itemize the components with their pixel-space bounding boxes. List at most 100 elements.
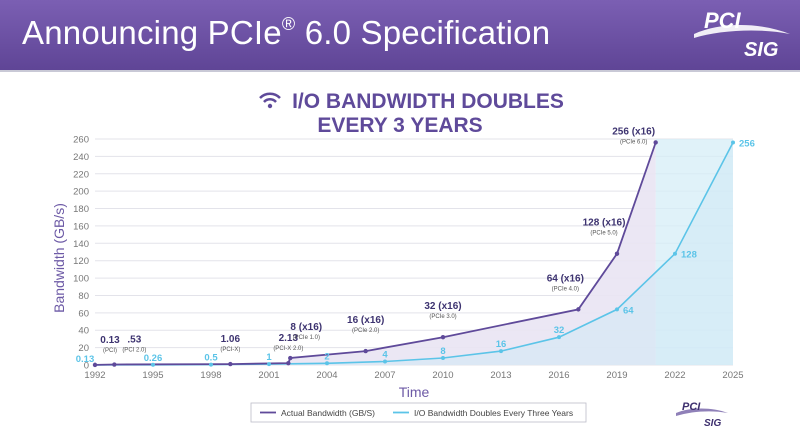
chart-title-line2: EVERY 3 YEARS: [317, 114, 482, 137]
x-tick-label: 2007: [374, 370, 395, 381]
y-axis-ticks: 0 20 40 60 80 100 120 140 160 180 200 220 240 260: [73, 135, 89, 372]
doubling-value-label: 0.26: [144, 353, 163, 364]
x-tick-label: 2010: [432, 370, 453, 381]
actual-value-label: 128 (x16): [583, 218, 626, 229]
actual-gen-label: (PCI 2.0): [122, 348, 146, 354]
x-tick-label: 2025: [722, 370, 743, 381]
doubling-point: [267, 362, 271, 367]
doubling-point: [673, 251, 677, 256]
actual-gen-label: (PCIe 4.0): [552, 286, 579, 292]
actual-gen-label: (PCIe 1.0): [293, 335, 320, 341]
series-points: [92, 140, 735, 368]
actual-gen-label: (PCI): [103, 348, 117, 354]
actual-point: [112, 362, 117, 367]
series-areas: [95, 142, 733, 365]
doubling-area: [95, 142, 733, 365]
x-tick-label: 2001: [258, 370, 279, 381]
actual-gen-label: (PCIe 2.0): [352, 328, 379, 334]
actual-point: [653, 140, 658, 145]
x-axis-ticks: 1992 1995 1998 2001 2004 2007 2010 2013 2016 2019…: [84, 370, 743, 381]
doubling-point: [731, 140, 735, 145]
wifi-icon: [259, 92, 281, 109]
doubling-value-label: 8: [440, 346, 445, 357]
actual-point: [440, 334, 446, 340]
pci-sig-logo-small: PCI SIG: [676, 401, 728, 429]
y-tick-label: 160: [73, 221, 89, 232]
y-tick-label: 240: [73, 152, 89, 163]
actual-line: [94, 142, 657, 366]
legend: Actual Bandwidth (GB/S) I/O Bandwidth Dou…: [250, 402, 587, 423]
legend-label-actual: Actual Bandwidth (GB/S): [281, 408, 375, 418]
doubling-point: [325, 361, 329, 366]
y-tick-label: 40: [78, 326, 89, 337]
series-lines: [94, 142, 734, 366]
doubling-value-label: 64: [623, 305, 634, 316]
doubling-point: [383, 359, 387, 364]
actual-value-label: 2.13: [279, 333, 299, 344]
y-tick-label: 60: [78, 308, 89, 319]
title-banner: Announcing PCIe® 6.0 Specification PCI S…: [0, 0, 800, 72]
actual-gen-label: (PCIe 5.0): [590, 231, 617, 237]
doubling-value-label: 1: [266, 352, 272, 363]
chart-title-line1: I/O BANDWIDTH DOUBLES: [292, 90, 564, 113]
doubling-point: [209, 362, 213, 367]
y-tick-label: 0: [84, 361, 89, 372]
actual-value-label: 16 (x16): [347, 315, 384, 326]
y-axis-label: Bandwidth (GB/s): [51, 203, 67, 313]
registered-mark: ®: [281, 14, 296, 34]
x-tick-label: 1995: [142, 370, 163, 381]
y-tick-label: 20: [78, 343, 89, 354]
actual-value-label: 8 (x16): [290, 322, 322, 333]
doubling-point: [441, 356, 445, 361]
actual-value-label: 1.06: [221, 334, 241, 345]
actual-gen-label: (PCIe 3.0): [429, 314, 456, 320]
actual-point: [228, 361, 233, 367]
doubling-value-label: 128: [681, 250, 697, 261]
actual-point: [614, 251, 620, 256]
data-labels: 0.13 0.26 0.5 1 2 4 8 16 32 64 128 256 0.13 (PCI) .53 (…: [76, 126, 755, 364]
y-tick-label: 120: [73, 256, 89, 267]
x-tick-label: 2004: [316, 370, 337, 381]
legend-label-doubling: I/O Bandwidth Doubles Every Three Years: [414, 408, 573, 418]
doubling-value-label: 4: [382, 350, 388, 361]
actual-point: [92, 362, 98, 368]
doubling-value-label: 2: [324, 351, 329, 362]
doubling-value-label: 0.5: [204, 353, 218, 364]
actual-gen-label: (PCI-X 2.0): [273, 346, 303, 352]
x-tick-label: 1998: [200, 370, 221, 381]
doubling-point: [615, 307, 619, 312]
doubling-value-label: 256: [739, 138, 755, 149]
y-tick-label: 80: [78, 291, 89, 302]
chart-title: I/O BANDWIDTH DOUBLES EVERY 3 YEARS: [259, 90, 564, 137]
small-logo-pci-text: PCI: [682, 401, 701, 413]
doubling-value-label: 16: [496, 339, 507, 350]
y-tick-label: 100: [73, 274, 89, 285]
small-logo-sig-text: SIG: [704, 418, 721, 429]
x-axis-label: Time: [399, 384, 430, 400]
x-tick-label: 2016: [548, 370, 569, 381]
y-tick-label: 220: [73, 169, 89, 180]
x-tick-label: 2019: [606, 370, 627, 381]
doubling-point: [151, 362, 155, 367]
actual-point: [363, 348, 368, 354]
doubling-value-label: 0.13: [76, 354, 95, 365]
pci-sig-logo: PCI SIG: [694, 8, 790, 61]
doubling-point: [557, 335, 561, 340]
y-tick-label: 180: [73, 204, 89, 215]
actual-point: [288, 355, 293, 361]
logo-sig-text: SIG: [744, 39, 778, 61]
actual-value-label: 0.13: [100, 335, 120, 346]
actual-gen-label: (PCI-X): [220, 347, 240, 353]
grid-lines: [95, 138, 733, 366]
slide-title-main: Announcing PCIe: [22, 14, 282, 51]
y-tick-label: 200: [73, 187, 89, 198]
actual-point: [286, 360, 291, 366]
x-tick-label: 2022: [664, 370, 685, 381]
x-tick-label: 2013: [490, 370, 511, 381]
slide-title: Announcing PCIe® 6.0 Specification: [22, 14, 550, 52]
y-tick-label: 260: [73, 135, 89, 146]
slide-title-rest: 6.0 Specification: [295, 14, 551, 51]
y-tick-label: 140: [73, 239, 89, 250]
x-tick-label: 1992: [84, 370, 105, 381]
actual-value-label: 32 (x16): [424, 301, 461, 312]
